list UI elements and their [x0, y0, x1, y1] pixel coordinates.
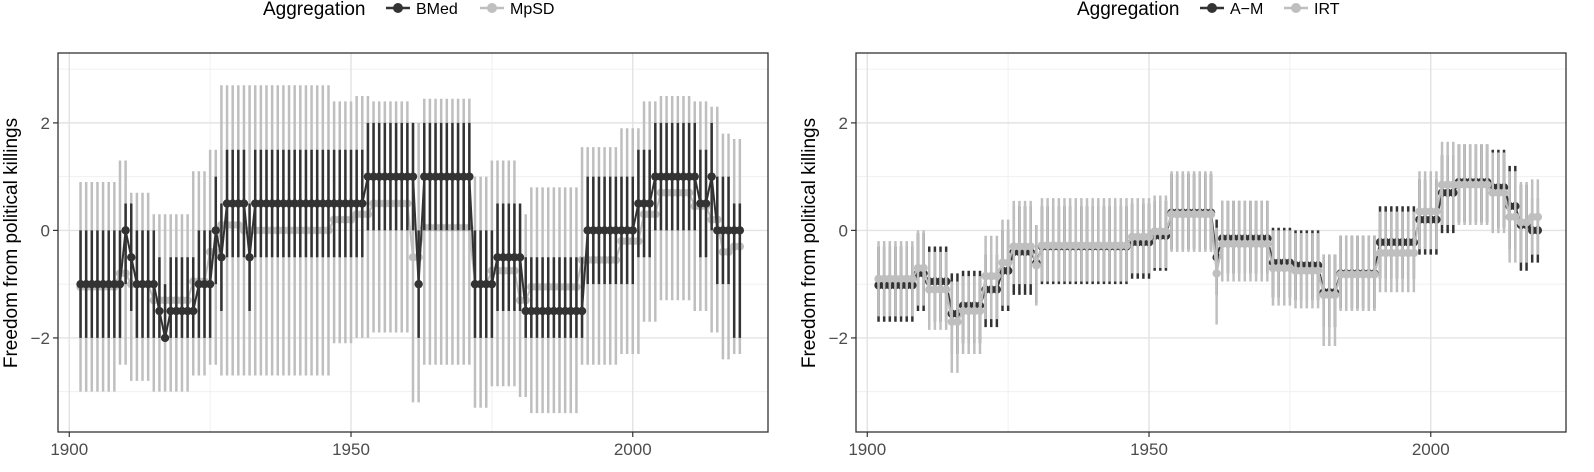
- data-point: [127, 253, 136, 262]
- data-point: [1313, 266, 1323, 275]
- data-point: [149, 279, 158, 289]
- data-point: [160, 333, 170, 343]
- data-point: [205, 279, 215, 289]
- data-point: [1003, 258, 1013, 267]
- data-point: [414, 279, 423, 289]
- data-point: [1533, 212, 1543, 222]
- data-point: [975, 306, 985, 316]
- left-y-tick-label: −2: [31, 329, 50, 348]
- data-point: [1330, 290, 1340, 300]
- right-y-tick-label: 2: [839, 114, 848, 133]
- right-legend: Aggregation A−M IRT: [1077, 0, 1340, 20]
- left-legend-label-bmed: BMed: [416, 1, 458, 18]
- data-point: [1370, 270, 1379, 279]
- right-series-irt: [874, 141, 1543, 373]
- data-point: [487, 279, 497, 289]
- right-y-tick-label: −2: [829, 329, 848, 348]
- left-y-axis-title: Freedom from political killings: [1, 118, 22, 368]
- left-legend-key-mpsd: [480, 3, 504, 13]
- data-point: [1122, 241, 1131, 250]
- data-point: [1263, 239, 1272, 249]
- data-point: [115, 279, 125, 289]
- left-panel-border: [57, 52, 769, 433]
- data-point: [1026, 242, 1035, 251]
- data-point: [953, 317, 962, 326]
- data-point: [992, 271, 1002, 281]
- left-y-tick-label: 2: [41, 114, 50, 133]
- data-point: [1409, 248, 1419, 258]
- data-point: [645, 199, 654, 208]
- right-x-tick-label: 1900: [848, 440, 886, 459]
- data-point: [707, 172, 716, 181]
- data-point: [465, 172, 474, 181]
- right-legend-key-am: [1200, 3, 1224, 13]
- data-point: [189, 306, 198, 316]
- right-legend-title: Aggregation: [1077, 0, 1179, 20]
- data-point: [941, 285, 951, 294]
- data-point: [908, 274, 917, 283]
- data-point: [1161, 227, 1171, 236]
- data-point: [628, 226, 637, 235]
- data-point: [408, 172, 418, 181]
- data-point: [735, 226, 745, 235]
- data-point: [155, 306, 164, 316]
- data-point: [515, 253, 525, 262]
- data-point: [121, 226, 130, 235]
- data-point: [701, 199, 711, 208]
- data-point: [1432, 207, 1441, 216]
- left-plot-area: [76, 85, 745, 414]
- left-x-tick-label: 1900: [50, 440, 88, 459]
- data-point: [690, 172, 699, 181]
- right-legend-label-irt: IRT: [1314, 1, 1340, 18]
- right-plot-area: [874, 141, 1543, 373]
- data-point: [1032, 261, 1041, 270]
- left-legend: Aggregation BMed MpSD: [263, 0, 554, 20]
- left-x-tick-label: 1950: [332, 440, 370, 459]
- data-point: [358, 199, 367, 208]
- right-axes: 1900 1950 2000 −2 0 2: [829, 52, 1567, 459]
- data-point: [1212, 269, 1221, 278]
- left-chart-panel: Aggregation BMed MpSD Freedom from polit…: [1, 0, 769, 459]
- left-series-bmed: [76, 122, 745, 343]
- right-y-axis-title: Freedom from political killings: [799, 118, 820, 368]
- left-legend-key-bmed: [386, 3, 410, 13]
- left-legend-label-mpsd: MpSD: [510, 1, 554, 18]
- left-x-tick-label: 2000: [614, 440, 652, 459]
- data-point: [1511, 212, 1520, 222]
- right-legend-label-am: A−M: [1230, 1, 1263, 18]
- data-point: [1206, 210, 1216, 219]
- data-point: [239, 199, 249, 208]
- data-point: [1499, 188, 1509, 197]
- data-point: [217, 253, 226, 262]
- right-x-tick-label: 1950: [1130, 440, 1168, 459]
- left-y-tick-label: 0: [41, 221, 50, 240]
- data-point: [577, 306, 587, 316]
- left-axes: 1900 1950 2000 −2 0 2: [31, 52, 769, 459]
- right-panel-border: [855, 52, 1567, 433]
- data-point: [1522, 218, 1531, 227]
- left-legend-title: Aggregation: [263, 0, 365, 20]
- right-y-tick-label: 0: [839, 221, 848, 240]
- data-point: [245, 253, 254, 262]
- data-point: [919, 263, 928, 273]
- data-point: [211, 226, 220, 235]
- data-point: [1482, 180, 1492, 189]
- right-legend-key-irt: [1284, 3, 1308, 13]
- right-x-tick-label: 2000: [1412, 440, 1450, 459]
- data-point: [1144, 232, 1154, 242]
- right-chart-panel: Aggregation A−M IRT Freedom from politic…: [799, 0, 1567, 459]
